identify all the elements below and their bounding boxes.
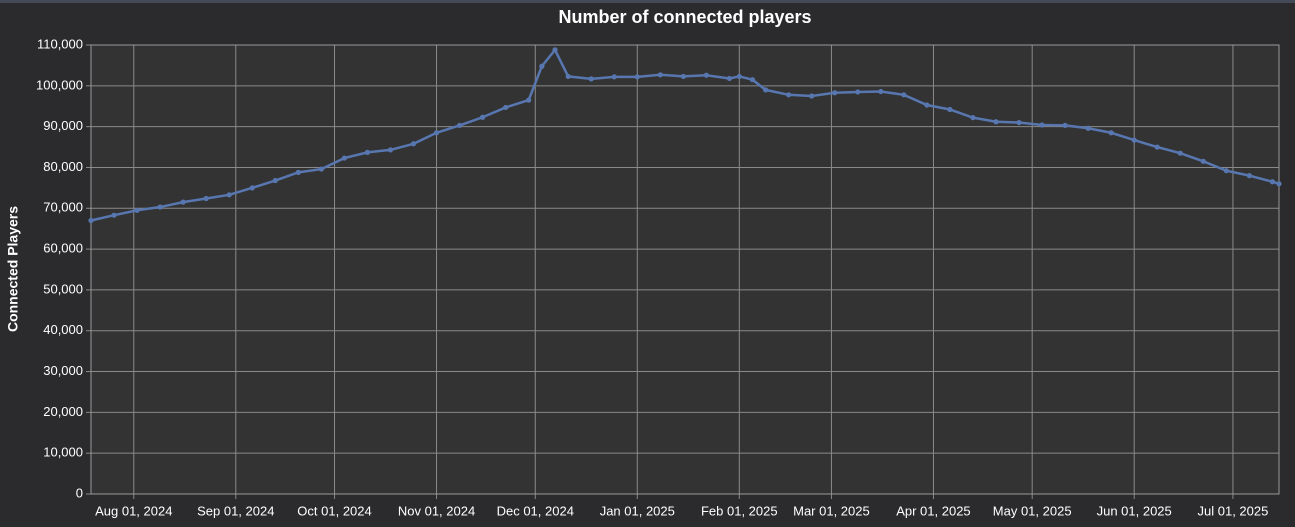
point (726, 75, 733, 82)
point (539, 63, 545, 69)
point (503, 104, 509, 111)
point (924, 102, 930, 108)
point (1276, 181, 1282, 187)
point (526, 97, 532, 103)
point (786, 92, 792, 98)
point (947, 106, 953, 113)
y-tick-label: 80,000 (43, 159, 83, 174)
point (226, 192, 232, 198)
point (809, 93, 815, 99)
x-tick-label: Aug 01, 2024 (95, 503, 172, 518)
line (90, 47, 1280, 222)
point (993, 119, 999, 125)
y-axis-label: Connected Players (5, 206, 21, 332)
x-tick-label: Apr 01, 2025 (896, 503, 970, 518)
point (855, 89, 861, 95)
x-tick-label: Jan 01, 2025 (600, 503, 675, 518)
y-tick-label: 0 (76, 485, 83, 500)
x-tick-label: Jul 01, 2025 (1198, 503, 1269, 518)
point (88, 217, 94, 224)
point (318, 166, 324, 172)
y-tick-label: 30,000 (43, 363, 83, 378)
point (272, 177, 278, 184)
x-tick-label: Mar 01, 2025 (793, 503, 870, 518)
point (970, 115, 976, 121)
point (1085, 125, 1091, 131)
point (1246, 173, 1252, 179)
point (1016, 119, 1022, 126)
plot-frame (90, 44, 1280, 495)
plot-background (91, 45, 1279, 494)
point (1062, 122, 1068, 129)
x-tick-label: Feb 01, 2025 (701, 503, 778, 518)
y-tick-label: 110,000 (37, 36, 83, 51)
point (387, 147, 394, 153)
point (364, 149, 371, 155)
point (111, 212, 117, 218)
point (433, 130, 440, 136)
y-tick-label: 90,000 (43, 118, 83, 133)
point (295, 169, 301, 175)
chart-title: Number of connected players (558, 7, 811, 27)
y-tick-label: 60,000 (43, 241, 83, 256)
point (763, 87, 769, 93)
point (1108, 130, 1114, 136)
point (1200, 158, 1206, 164)
point (703, 72, 709, 78)
y-tick-label: 40,000 (43, 322, 83, 337)
x-tick-label: May 01, 2025 (993, 503, 1072, 518)
point (1269, 179, 1276, 185)
point (680, 73, 686, 80)
point (634, 74, 640, 80)
point (749, 77, 756, 83)
x-tick-label: Nov 01, 2024 (398, 503, 475, 518)
point (1039, 122, 1045, 128)
point (157, 204, 163, 210)
y-tick-label: 10,000 (43, 445, 83, 460)
point (203, 195, 209, 202)
point (565, 73, 571, 80)
y-tick-label: 50,000 (43, 281, 83, 296)
point (1177, 150, 1183, 156)
point (410, 141, 417, 147)
x-tick-label: Oct 01, 2024 (297, 503, 371, 518)
x-tick-label: Jun 01, 2025 (1097, 503, 1172, 518)
point (249, 185, 255, 191)
point (832, 90, 838, 96)
point (736, 73, 742, 80)
point (480, 114, 486, 120)
point (588, 76, 594, 82)
point (134, 207, 140, 213)
point (878, 88, 884, 95)
x-tick-label: Dec 01, 2024 (497, 503, 574, 518)
point (341, 155, 347, 161)
x-tick-label: Sep 01, 2024 (197, 503, 274, 518)
point (552, 47, 558, 53)
point (1131, 137, 1137, 143)
top-border (0, 0, 1295, 3)
point (1223, 168, 1229, 174)
y-tick-label: 70,000 (43, 200, 83, 215)
point (901, 92, 907, 98)
point (456, 122, 463, 129)
y-tick-label: 100,000 (36, 77, 83, 92)
point (657, 72, 663, 78)
point (180, 199, 186, 205)
point (611, 74, 617, 80)
point (1154, 144, 1160, 150)
y-tick-label: 20,000 (43, 404, 83, 419)
